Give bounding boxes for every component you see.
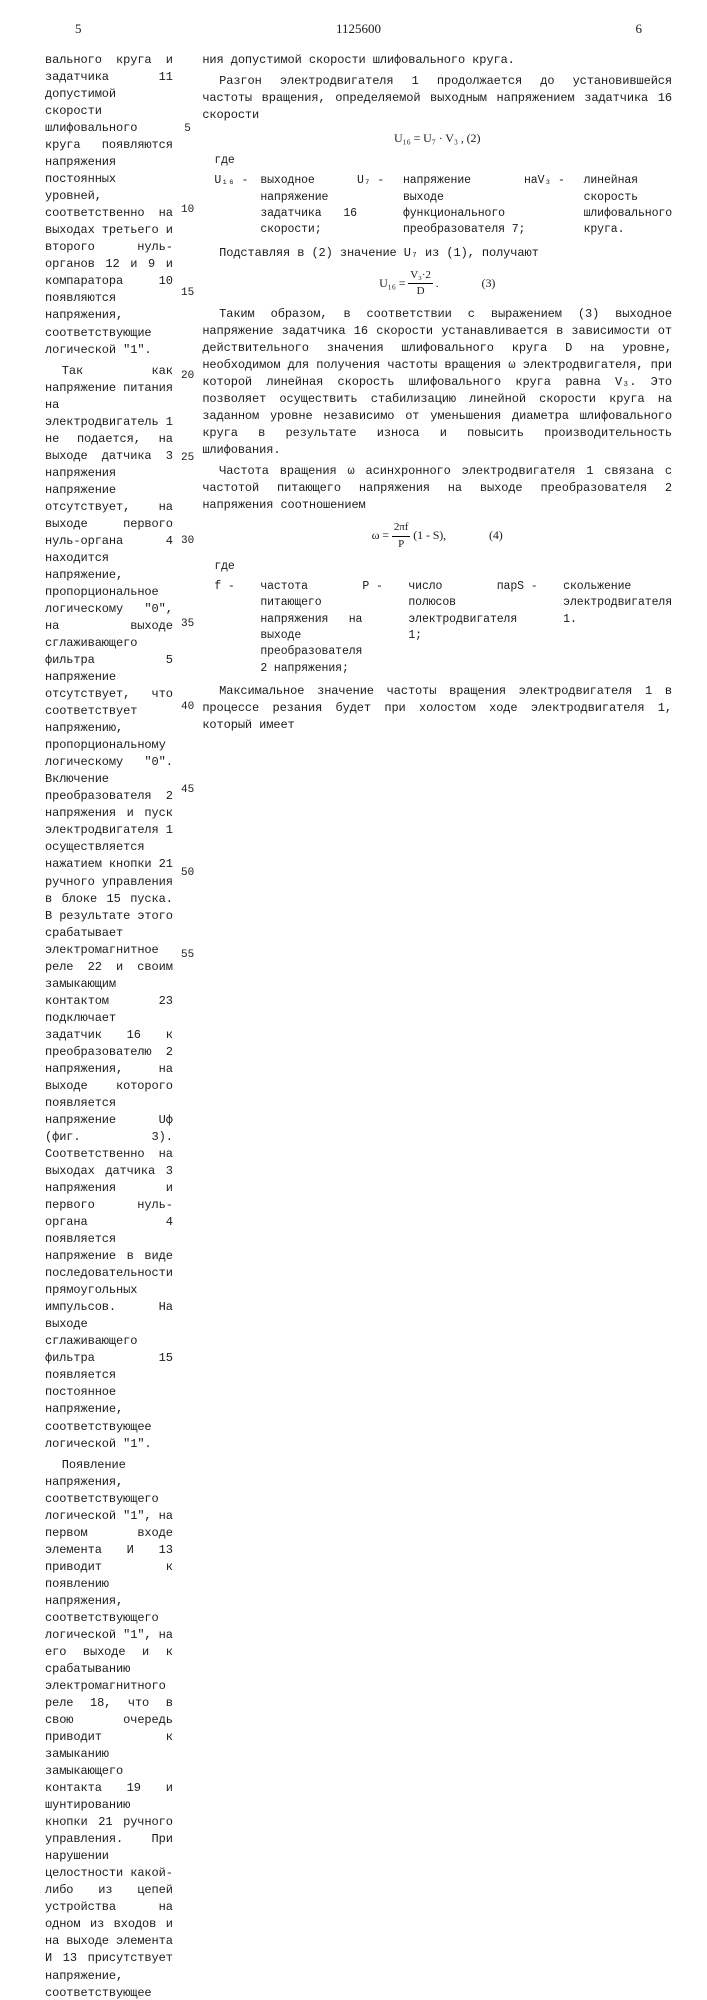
def-text: выходное напряжение задатчика 16 скорост…	[260, 173, 357, 238]
right-column: ния допустимой скорости шлифовального кр…	[202, 52, 672, 2000]
doc-number: 1125600	[336, 20, 381, 38]
line-mark: 15	[180, 286, 196, 301]
line-mark: 30	[180, 534, 196, 549]
def-symbol: V₃ -	[538, 173, 584, 238]
def-row: S -скольжение электродвигателя 1.	[517, 579, 672, 677]
def-row: U₁₆ -выходное напряжение задатчика 16 ск…	[214, 173, 357, 238]
line-mark: 10	[180, 203, 196, 218]
body-text: Так как напряжение питания на электродви…	[45, 363, 173, 1453]
equation-number: (3)	[482, 276, 496, 290]
def-text: линейная скорость шлифовального круга.	[584, 173, 672, 238]
formula-4: ω = 2πf P (1 - S), (4)	[202, 520, 672, 552]
definitions-4: где f -частота питающего напряжения на в…	[214, 559, 672, 679]
def-text: скольжение электродвигателя 1.	[563, 579, 672, 677]
def-symbol: P -	[362, 579, 408, 677]
def-row: V₃ -линейная скорость шлифовального круг…	[538, 173, 672, 238]
line-mark: 20	[180, 369, 196, 384]
columns: вального круга и задатчика 11 допустимой…	[45, 52, 672, 2000]
equation-rest: (1 - S),	[413, 528, 446, 542]
equation-number: (4)	[489, 528, 503, 542]
definitions-2: где U₁₆ -выходное напряжение задатчика 1…	[214, 153, 672, 241]
formula-2: U₁₆ = U₇ · V₃ , (2)	[202, 130, 672, 147]
def-row: f -частота питающего напряжения на выход…	[214, 579, 362, 677]
line-mark: 45	[180, 783, 196, 798]
def-where: где	[214, 559, 260, 575]
body-text: Подставляя в (2) значение U₇ из (1), пол…	[202, 245, 672, 262]
line-number-gutter: 5 10 15 20 25 30 35 40 45 50 55	[180, 52, 196, 2000]
line-mark: 40	[180, 700, 196, 715]
formula-3: U₁₆ = V₃·2 D . (3)	[202, 268, 672, 300]
page: 5 1125600 6 вального круга и задатчика 1…	[0, 0, 707, 1000]
body-text: вального круга и задатчика 11 допустимой…	[45, 52, 173, 359]
left-column: вального круга и задатчика 11 допустимой…	[45, 52, 173, 2000]
equation-lhs: ω =	[372, 528, 389, 542]
def-symbol: U₇ -	[357, 173, 403, 238]
def-row: U₇ -напряжение на выходе функционального…	[357, 173, 538, 238]
body-text: ния допустимой скорости шлифовального кр…	[202, 52, 672, 69]
def-row: P -число пар полюсов электродвигателя 1;	[362, 579, 517, 677]
def-symbol: U₁₆ -	[214, 173, 260, 238]
numerator: 2πf	[392, 520, 410, 537]
def-text: напряжение на выходе функционального пре…	[403, 173, 538, 238]
def-symbol: S -	[517, 579, 563, 677]
def-symbol: f -	[214, 579, 260, 677]
body-text: Разгон электродвигателя 1 продолжается д…	[202, 73, 672, 124]
denominator: P	[392, 537, 410, 553]
line-mark: 55	[180, 948, 196, 963]
page-header: 5 1125600 6	[45, 20, 672, 44]
body-text: Частота вращения ω асинхронного электрод…	[202, 463, 672, 514]
fraction: V₃·2 D	[408, 268, 433, 300]
equation: U₁₆ = U₇ · V₃ , (2)	[394, 131, 480, 145]
line-mark: 5	[180, 122, 196, 137]
equation-lhs: U₁₆ =	[379, 276, 405, 290]
body-text: Таким образом, в соответствии с выражени…	[202, 306, 672, 459]
body-text: Максимальное значение частоты вращения э…	[202, 683, 672, 734]
numerator: V₃·2	[408, 268, 433, 285]
page-number-right: 6	[636, 20, 643, 38]
def-text: число пар полюсов электродвигателя 1;	[408, 579, 517, 677]
line-mark: 25	[180, 451, 196, 466]
page-number-left: 5	[75, 20, 82, 38]
fraction: 2πf P	[392, 520, 410, 552]
line-mark: 50	[180, 866, 196, 881]
line-mark: 35	[180, 617, 196, 632]
def-where: где	[214, 153, 260, 169]
def-text: частота питающего напряжения на выходе п…	[260, 579, 362, 677]
body-text: Появление напряжения, соответствующего л…	[45, 1457, 173, 2000]
equation-dot: .	[436, 276, 439, 290]
denominator: D	[408, 284, 433, 300]
